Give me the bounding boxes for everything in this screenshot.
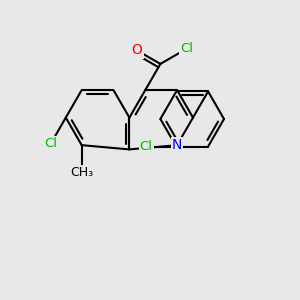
Text: Cl: Cl [44, 137, 57, 150]
Text: Cl: Cl [180, 42, 193, 55]
Text: O: O [131, 44, 142, 57]
Text: Cl: Cl [140, 140, 153, 153]
Text: CH₃: CH₃ [70, 166, 93, 179]
Text: N: N [172, 138, 182, 152]
